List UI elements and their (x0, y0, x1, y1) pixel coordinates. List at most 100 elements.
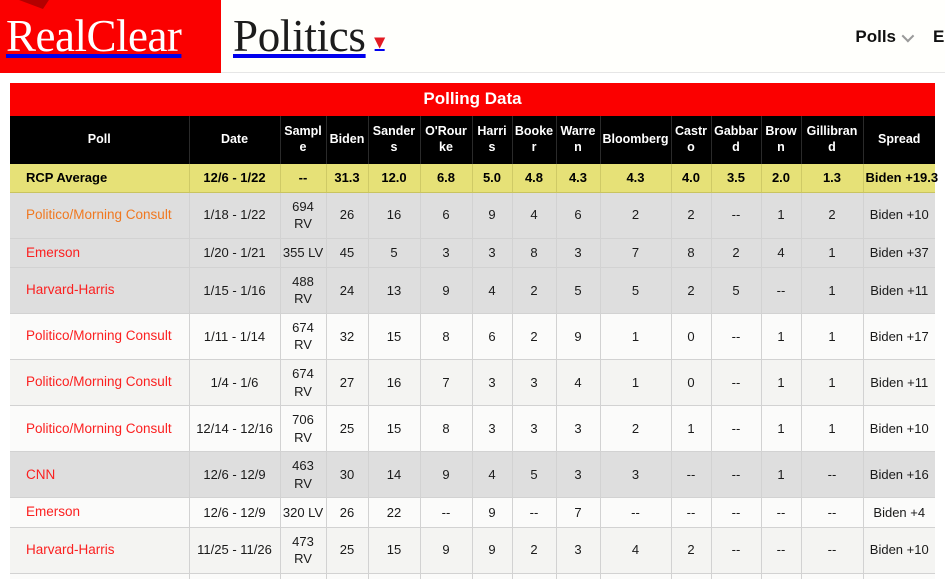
polling-rows-body: Politico/Morning Consult 1/18 - 1/22 694 R… (10, 192, 935, 579)
column-header-spread[interactable]: Spread (863, 116, 935, 164)
cell-gillibrand: 1 (801, 238, 864, 268)
column-header-poll[interactable]: Poll (10, 116, 190, 164)
cell-gabbard: -- (711, 527, 762, 574)
cell-bloomberg: 2 (600, 573, 672, 579)
nav-item-polls[interactable]: Polls (855, 27, 915, 47)
cell-orourke: 6 (420, 192, 473, 239)
cell-brown: 1 (761, 573, 802, 579)
cell-brown: 1 (761, 192, 802, 239)
cell-gillibrand: -- (801, 527, 864, 574)
cell-castro: 0 (671, 359, 712, 407)
cell-brown: 1 (761, 359, 802, 407)
cell-spread: Biden +11 (863, 359, 935, 407)
cell-sample: 706 RV (280, 405, 327, 453)
cell-biden: 25 (326, 405, 369, 453)
cell-warren: 3 (556, 451, 601, 499)
site-logo-link[interactable]: RealClear Politics ▾ (0, 0, 385, 73)
cell-warren: 3 (556, 238, 601, 268)
column-header-harris[interactable]: Harris (472, 116, 513, 164)
chevron-down-icon[interactable]: ▾ (374, 31, 385, 53)
table-row: Emerson 1/20 - 1/21 355 LV 45 5 3 3 8 3 7 8 2 4 1 Bide… (10, 238, 935, 268)
cell-castro: 1 (671, 573, 712, 579)
cell-booker: 2 (512, 527, 557, 574)
cell-date: 1/11 - 1/14 (189, 313, 281, 361)
chevron-down-icon[interactable] (901, 29, 915, 42)
cell-brown: 4 (761, 238, 802, 268)
nav-item-elections-label: E (933, 27, 945, 46)
cell-spread: Biden +7 (863, 573, 935, 579)
table-row: Politico/Morning Consult 1/18 - 1/22 694 R… (10, 192, 935, 239)
cell-castro: -- (671, 451, 712, 499)
poll-source-link[interactable]: Politico/Morning Consult (26, 374, 172, 390)
cell-biden: 27 (326, 359, 369, 407)
cell-warren: 3 (556, 527, 601, 574)
column-header-bloomberg[interactable]: Bloomberg (600, 116, 672, 164)
cell-bloomberg: -- (600, 497, 672, 528)
column-header-biden[interactable]: Biden (326, 116, 369, 164)
column-header-castro[interactable]: Castro (671, 116, 712, 164)
cell-biden: 26 (326, 573, 369, 579)
cell-spread: Biden +10 (863, 192, 935, 239)
cell-sample: 473 RV (280, 527, 327, 574)
cell-sanders: 22 (368, 497, 421, 528)
column-header-gillibrand[interactable]: Gillibrand (801, 116, 864, 164)
poll-source-link[interactable]: Emerson (26, 244, 81, 260)
poll-source-link[interactable]: Politico/Morning Consult (26, 420, 172, 436)
cell-bloomberg: 4 (600, 527, 672, 574)
cell-date: 1/20 - 1/21 (189, 238, 281, 268)
poll-source-link[interactable]: Politico/Morning Consult (26, 206, 172, 222)
cell-sanders: 15 (368, 313, 421, 361)
table-row: Harvard-Harris 1/15 - 1/16 488 RV 24 13 9 4 2 5 5… (10, 267, 935, 314)
table-row: Politico/Morning Consult 12/14 - 12/16 706… (10, 405, 935, 453)
cell-gillibrand: 2 (801, 192, 864, 239)
column-header-brown[interactable]: Brown (761, 116, 802, 164)
cell-gabbard: 3.5 (711, 164, 762, 193)
cell-sample: 463 RV (280, 451, 327, 499)
cell-orourke: 9 (420, 267, 473, 314)
cell-harris: 6 (472, 313, 513, 361)
nav-item-elections[interactable]: E (933, 27, 945, 47)
cell-warren: 3 (556, 405, 601, 453)
cell-spread: Biden +10 (863, 405, 935, 453)
cell-warren: 7 (556, 497, 601, 528)
cell-biden: 30 (326, 451, 369, 499)
cell-date: 1/15 - 1/16 (189, 267, 281, 314)
cell-spread: Biden +37 (863, 238, 935, 268)
column-header-o-rourke[interactable]: O'Rourke (420, 116, 473, 164)
cell-castro: 2 (671, 267, 712, 314)
cell-castro: 2 (671, 527, 712, 574)
poll-source-link[interactable]: CNN (26, 466, 56, 482)
table-row: Politico/Morning Consult 1/4 - 1/6 674 RV 2… (10, 359, 935, 407)
cell-gillibrand: 1 (801, 573, 864, 579)
cell-bloomberg: 2 (600, 405, 672, 453)
column-header-sample[interactable]: Sample (280, 116, 327, 164)
cell-warren: 4 (556, 359, 601, 407)
column-header-date[interactable]: Date (189, 116, 281, 164)
column-header-gabbard[interactable]: Gabbard (711, 116, 762, 164)
cell-gillibrand: 1 (801, 313, 864, 361)
poll-source-link[interactable]: Emerson (26, 504, 81, 520)
cell-harris: 5.0 (472, 164, 513, 193)
cell-biden: 32 (326, 313, 369, 361)
cell-brown: -- (761, 267, 802, 314)
cell-brown: 2.0 (761, 164, 802, 193)
poll-source-link[interactable]: Harvard-Harris (26, 541, 115, 557)
cell-sanders: 16 (368, 359, 421, 407)
column-header-booker[interactable]: Booker (512, 116, 557, 164)
column-header-sanders[interactable]: Sanders (368, 116, 421, 164)
cell-sample: 694 RV (280, 192, 327, 239)
column-header-warren[interactable]: Warren (556, 116, 601, 164)
cell-gillibrand: 1.3 (801, 164, 864, 193)
cell-bloomberg: 5 (600, 267, 672, 314)
cell-poll-name: Politico/Morning Consult (10, 359, 190, 407)
cell-bloomberg: 7 (600, 238, 672, 268)
cell-poll-name: Harvard-Harris (10, 267, 190, 314)
poll-source-link[interactable]: Politico/Morning Consult (26, 328, 172, 344)
cell-orourke: 3 (420, 238, 473, 268)
cell-orourke: 8 (420, 313, 473, 361)
cell-brown: -- (761, 497, 802, 528)
poll-source-link[interactable]: Harvard-Harris (26, 282, 115, 298)
cell-spread: Biden +17 (863, 313, 935, 361)
logo-realclear-text: RealClear (6, 10, 182, 61)
cell-gabbard: -- (711, 359, 762, 407)
